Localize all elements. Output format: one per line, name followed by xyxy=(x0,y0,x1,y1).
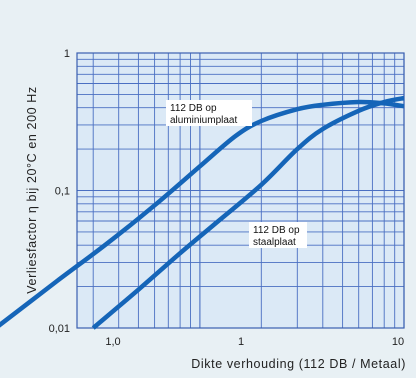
series-annotation-2: 112 DB op staalplaat xyxy=(249,222,307,248)
annotation-text: 112 DB op staalplaat xyxy=(253,225,300,248)
series-annotation-1: 112 DB op aluminiumplaat xyxy=(166,100,252,126)
y-axis-title: Verliesfactor η bij 20°C en 200 Hz xyxy=(25,86,39,293)
annotation-box xyxy=(249,222,307,248)
y-tick-label: 0,1 xyxy=(55,186,70,198)
curves xyxy=(0,95,405,330)
x-axis-title: Dikte verhouding (112 DB / Metaal) xyxy=(191,357,406,371)
y-tick-label: 1 xyxy=(64,48,70,60)
y-tick-labels: 1 0,1 0,01 xyxy=(49,48,70,335)
grid xyxy=(76,52,405,329)
x-tick-label: 1,0 xyxy=(105,336,120,348)
y-tick-label: 0,01 xyxy=(49,323,70,335)
annotations: 112 DB op aluminiumplaat 112 DB op staalpla… xyxy=(166,100,307,248)
x-tick-label: 1 xyxy=(238,336,244,348)
annotation-text: 112 DB op aluminiumplaat xyxy=(170,103,237,126)
x-tick-labels: 1,0 1 10 xyxy=(105,336,404,348)
plot-border xyxy=(76,52,405,329)
x-tick-label: 10 xyxy=(392,336,404,348)
series-line-1 xyxy=(0,99,405,328)
annotation-box xyxy=(166,100,252,126)
series-line-2 xyxy=(91,95,405,330)
